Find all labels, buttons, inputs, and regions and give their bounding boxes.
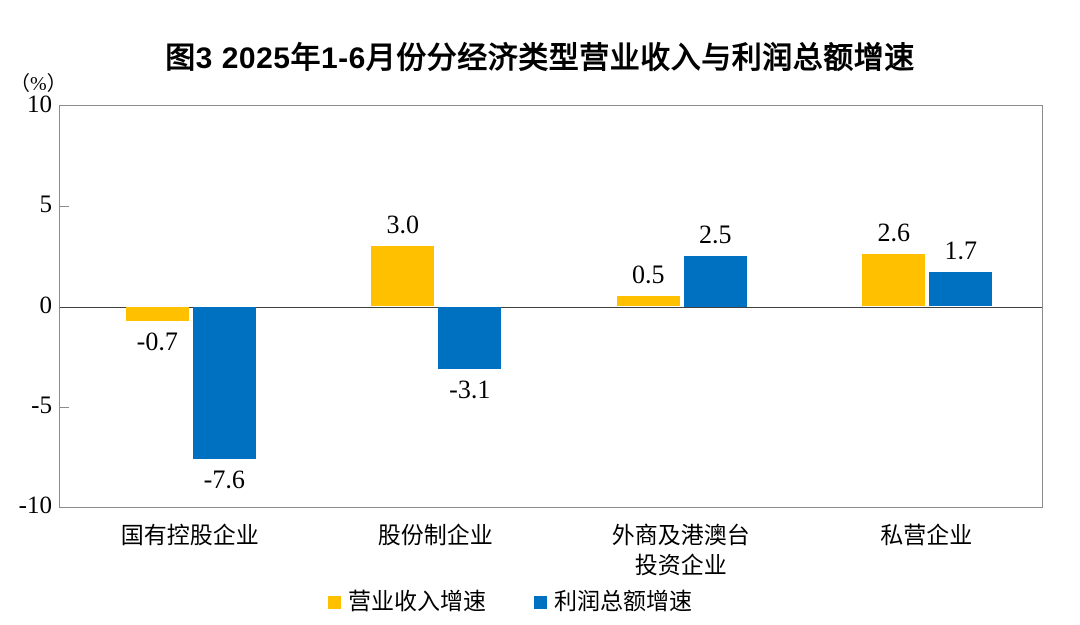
- x-axis-category-labels: 国有控股企业 股份制企业 外商及港澳台 投资企业 私营企业: [59, 521, 1041, 585]
- profit-bar-2: [683, 256, 747, 307]
- legend-label-profit: 利润总额增速: [554, 589, 692, 614]
- category-label-0: 国有控股企业: [120, 523, 259, 548]
- legend-item-profit: 利润总额增速: [534, 589, 692, 615]
- revenue-value-label-0: -0.7: [136, 326, 178, 356]
- revenue-bar-0: [125, 306, 189, 321]
- chart-title: 图3 2025年1-6月份分经济类型营业收入与利润总额增速: [165, 42, 915, 75]
- profit-bar-3: [929, 272, 993, 307]
- legend-label-revenue: 营业收入增速: [348, 589, 486, 614]
- profit-value-label-2: 2.5: [699, 220, 732, 250]
- y-axis-unit-label: （%）: [10, 73, 67, 95]
- revenue-bar-3: [862, 254, 926, 307]
- plot-area: -0.7 3.0 0.5 2.6 -7.6 -3.1 2.5 1.7: [59, 105, 1043, 508]
- revenue-value-label-1: 3.0: [386, 210, 420, 240]
- revenue-bar-2: [616, 296, 680, 307]
- y-tick-label: 10: [27, 91, 52, 118]
- profit-bar-1: [438, 306, 502, 369]
- legend-item-revenue: 营业收入增速: [328, 589, 486, 615]
- profit-value-label-3: 1.7: [944, 236, 978, 266]
- profit-value-label-0: -7.6: [203, 464, 245, 494]
- category-label-2: 外商及港澳台 投资企业: [611, 523, 750, 578]
- y-tick-label: 5: [39, 191, 53, 219]
- legend-swatch-revenue: [328, 595, 341, 609]
- y-tick-label: -10: [18, 492, 52, 519]
- legend: 营业收入增速 利润总额增速: [0, 589, 1050, 615]
- profit-bar-0: [192, 306, 256, 459]
- y-tick-mark: [60, 406, 69, 408]
- revenue-value-label-2: 0.5: [632, 260, 665, 290]
- legend-swatch-profit: [534, 595, 547, 609]
- profit-value-label-1: -3.1: [449, 374, 491, 404]
- category-label-1: 股份制企业: [377, 523, 493, 548]
- y-tick-mark: [60, 206, 69, 208]
- y-tick-label: 0: [39, 291, 53, 319]
- category-label-3: 私营企业: [880, 523, 973, 548]
- revenue-bar-1: [371, 246, 435, 307]
- revenue-value-label-3: 2.6: [877, 218, 911, 248]
- zero-axis-line: [60, 306, 1042, 308]
- y-tick-label: -5: [31, 391, 52, 419]
